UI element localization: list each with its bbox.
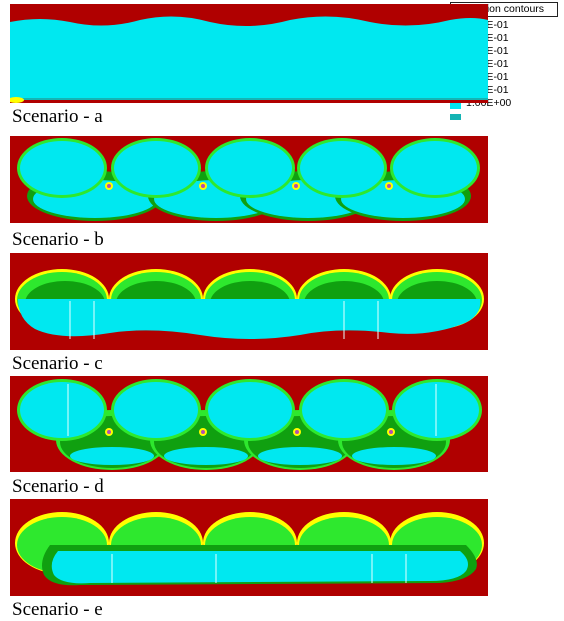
legend-swatch xyxy=(450,98,461,109)
scenario-d-contour-plot xyxy=(10,376,488,472)
saturated-plume xyxy=(51,551,468,584)
scenario-d-panel xyxy=(10,376,488,472)
grid-lines xyxy=(69,301,379,339)
grid-lines xyxy=(111,554,407,583)
scenario-b-caption: Scenario - b xyxy=(12,229,104,250)
scenario-c-caption: Scenario - c xyxy=(12,353,103,374)
legend-item xyxy=(450,110,560,123)
scenario-a-panel xyxy=(10,4,488,103)
grid-lines xyxy=(67,384,437,436)
scenario-d-caption: Scenario - d xyxy=(12,476,104,497)
scenario-e-contour-plot xyxy=(10,499,488,596)
scenario-e-caption: Scenario - e xyxy=(12,599,103,620)
scenario-c-panel xyxy=(10,253,488,350)
scenario-a-caption: Scenario - a xyxy=(12,106,103,127)
scenario-c-contour-plot xyxy=(10,253,488,350)
scenario-a-contour-plot xyxy=(10,4,488,103)
scenario-b-contour-plot xyxy=(10,136,488,223)
injection-points xyxy=(105,428,395,436)
scenario-b-panel xyxy=(10,136,488,223)
saturated-zone xyxy=(10,16,488,101)
upper-bulbs xyxy=(17,138,480,198)
upper-bulbs xyxy=(17,379,482,441)
edge-zone xyxy=(10,97,24,103)
injection-points xyxy=(105,182,393,190)
saturated-base xyxy=(10,98,488,100)
saturated-plume xyxy=(18,299,481,339)
legend-swatch xyxy=(450,113,461,120)
legend-label: 1.00E+00 xyxy=(466,97,512,109)
scenario-e-panel xyxy=(10,499,488,596)
legend-item: 1.00E+00 xyxy=(450,97,560,110)
